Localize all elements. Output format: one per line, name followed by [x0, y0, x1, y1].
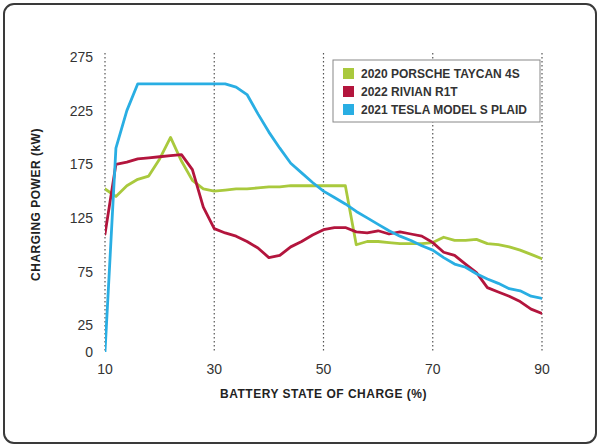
y-tick-label: 25	[77, 317, 93, 333]
y-tick-label: 125	[70, 210, 94, 226]
y-tick-label: 75	[77, 264, 93, 280]
grid-line	[541, 53, 542, 352]
plot-area	[105, 84, 542, 352]
x-axis-title: BATTERY STATE OF CHARGE (%)	[220, 387, 427, 401]
series-line	[105, 155, 542, 314]
grid-line	[214, 53, 215, 352]
x-tick-label: 90	[534, 361, 550, 377]
legend-label: 2022 RIVIAN R1T	[361, 85, 458, 99]
legend: 2020 PORSCHE TAYCAN 4S 2022 RIVIAN R1T 202…	[333, 60, 540, 122]
x-tick-label: 30	[206, 361, 222, 377]
x-tick-label: 10	[97, 361, 113, 377]
y-tick-label: 175	[70, 156, 94, 172]
legend-label: 2021 TESLA MODEL S PLAID	[361, 103, 527, 117]
y-tick-label: 0	[85, 344, 93, 360]
legend-label: 2020 PORSCHE TAYCAN 4S	[361, 67, 520, 81]
x-tick-label: 70	[425, 361, 441, 377]
series-line	[105, 84, 542, 352]
legend-swatch	[343, 104, 354, 115]
grid-line	[104, 53, 105, 352]
frame	[4, 4, 596, 443]
legend-swatch	[343, 68, 354, 79]
chart: 10 30 50 70 90 0 25 75 125 175 225 275 BATTERY STATE…	[0, 0, 600, 447]
legend-swatch	[343, 86, 354, 97]
grid-line	[323, 53, 324, 352]
y-axis-title: CHARGING POWER (kW)	[29, 128, 43, 281]
legend-box	[333, 60, 540, 122]
x-tick-label: 50	[316, 361, 332, 377]
y-tick-label: 225	[70, 103, 94, 119]
y-tick-label: 275	[70, 49, 94, 65]
